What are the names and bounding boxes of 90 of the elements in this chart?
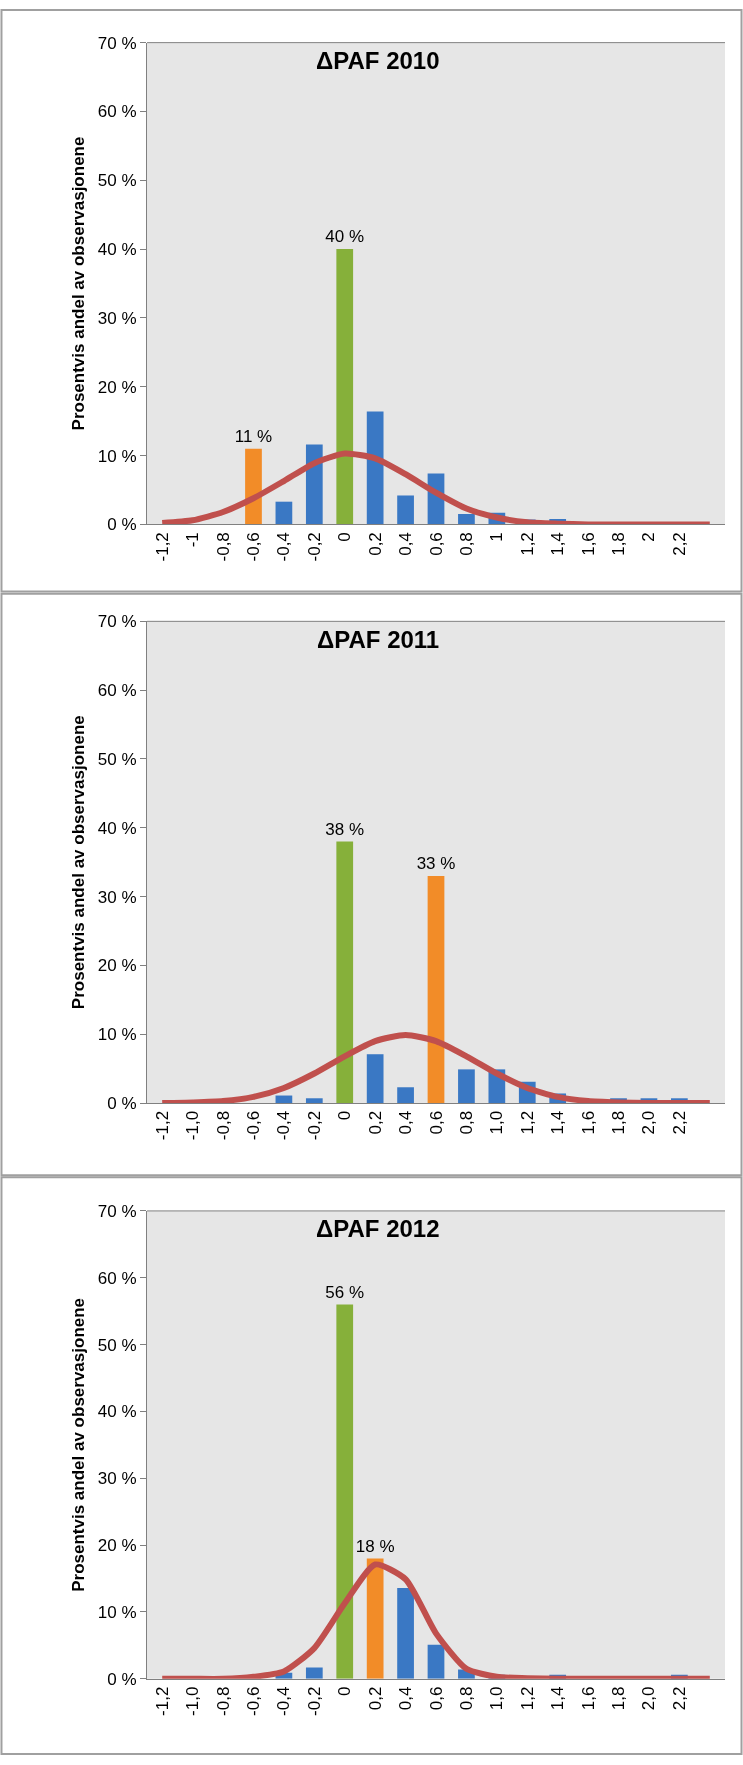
y-tick-label: 30 % (97, 308, 137, 328)
x-tick-label: -0,4 (274, 1110, 294, 1141)
x-tick-label: -0,8 (213, 532, 233, 562)
y-tick-label: 60 % (97, 102, 137, 122)
x-tick-label: 1,0 (487, 1110, 507, 1135)
y-tick-label: 0 % (107, 515, 137, 535)
x-tick-label: 0 (335, 1686, 355, 1697)
x-tick-label: -0,2 (304, 1110, 324, 1141)
y-tick-label: 20 % (97, 377, 137, 397)
y-tick-label: 40 % (97, 818, 137, 838)
x-tick-label: 0,4 (396, 1110, 416, 1135)
x-tick-label: 0,8 (456, 1686, 476, 1711)
x-tick-label: 2,0 (639, 1110, 659, 1135)
data-label: 18 % (355, 1536, 395, 1556)
x-tick-label: 1,8 (609, 1686, 629, 1711)
y-tick-label: 10 % (97, 446, 137, 466)
x-tick-label: 1 (487, 532, 507, 542)
data-label: 33 % (416, 853, 456, 873)
data-label: 38 % (325, 819, 365, 839)
y-tick-label: 40 % (97, 240, 137, 260)
x-tick-label: -0,4 (274, 532, 294, 562)
x-tick-label: -0,2 (304, 1686, 324, 1716)
x-tick-label: 0,6 (426, 1686, 446, 1711)
x-tick-label: 1,8 (609, 1110, 629, 1135)
x-tick-label: 1,4 (548, 1686, 568, 1711)
y-tick-label: 20 % (97, 1536, 137, 1556)
x-tick-label: 1,4 (548, 532, 568, 556)
data-label: 40 % (325, 227, 365, 247)
y-tick-label: 50 % (97, 749, 137, 769)
x-tick-label: 1,4 (548, 1110, 568, 1135)
x-tick-label: 0 (335, 532, 355, 542)
y-tick-label: 20 % (97, 956, 137, 976)
x-tick-label: 0,2 (365, 532, 385, 556)
x-tick-label: -0,2 (304, 532, 324, 562)
y-tick-label: 30 % (97, 1469, 137, 1489)
x-tick-label: 1,2 (517, 1110, 537, 1135)
x-tick-label: -1,0 (183, 1110, 203, 1141)
y-tick-label: 60 % (97, 1268, 137, 1288)
x-tick-label: -0,6 (243, 532, 263, 562)
x-tick-label: -1,2 (152, 532, 172, 562)
x-tick-label: 1,2 (517, 1686, 537, 1711)
chart-title: ΔPAF 2012 (316, 1215, 440, 1242)
x-tick-label: 1,6 (578, 532, 598, 556)
y-tick-label: 70 % (97, 612, 137, 632)
x-tick-label: 1,8 (609, 532, 629, 556)
x-tick-label: -0,6 (243, 1686, 263, 1716)
x-tick-label: 1,6 (578, 1110, 598, 1135)
x-tick-label: 2,2 (669, 532, 689, 556)
y-tick-label: 60 % (97, 681, 137, 701)
y-tick-label: 0 % (107, 1094, 137, 1114)
x-tick-label: 2,0 (639, 1686, 659, 1711)
x-tick-label: -0,6 (243, 1110, 263, 1141)
y-tick-label: 40 % (97, 1402, 137, 1422)
y-tick-label: 10 % (97, 1602, 137, 1622)
data-label: 56 % (325, 1282, 365, 1302)
y-tick-label: 0 % (107, 1669, 137, 1689)
y-axis-title: Prosentvis andel av observasjonene (69, 715, 89, 1010)
y-tick-label: 70 % (97, 33, 137, 53)
x-tick-label: -1 (183, 532, 203, 548)
x-tick-label: 0 (335, 1110, 355, 1121)
y-tick-label: 50 % (97, 171, 137, 191)
y-tick-label: 70 % (97, 1201, 137, 1221)
x-tick-label: 2 (639, 532, 659, 542)
x-tick-label: 1,6 (578, 1686, 598, 1711)
x-tick-label: 0,6 (426, 532, 446, 556)
x-tick-label: -1,2 (152, 1110, 172, 1141)
x-tick-label: 0,8 (456, 1110, 476, 1135)
x-tick-label: 0,8 (456, 532, 476, 556)
x-tick-label: 0,4 (396, 1686, 416, 1711)
x-tick-label: -1,2 (152, 1686, 172, 1716)
x-tick-label: 2,2 (669, 1686, 689, 1711)
x-tick-label: -0,8 (213, 1110, 233, 1141)
x-tick-label: -1,0 (183, 1686, 203, 1716)
x-tick-label: 1,0 (487, 1686, 507, 1711)
x-tick-label: -0,4 (274, 1686, 294, 1716)
y-axis-title: Prosentvis andel av observasjonene (69, 1297, 89, 1592)
x-tick-label: 1,2 (517, 532, 537, 556)
y-tick-label: 30 % (97, 887, 137, 907)
x-tick-label: 2,2 (669, 1110, 689, 1135)
y-tick-label: 10 % (97, 1025, 137, 1045)
x-tick-label: 0,4 (396, 532, 416, 556)
chart-title: ΔPAF 2010 (316, 47, 440, 74)
x-tick-label: 0,2 (365, 1110, 385, 1135)
x-tick-label: -0,8 (213, 1686, 233, 1716)
x-tick-label: 0,2 (365, 1686, 385, 1711)
y-axis-title: Prosentvis andel av observasjonene (69, 136, 89, 431)
chart-title: ΔPAF 2011 (317, 626, 440, 653)
y-tick-label: 50 % (97, 1335, 137, 1355)
x-tick-label: 0,6 (426, 1110, 446, 1135)
data-label: 11 % (234, 426, 273, 446)
